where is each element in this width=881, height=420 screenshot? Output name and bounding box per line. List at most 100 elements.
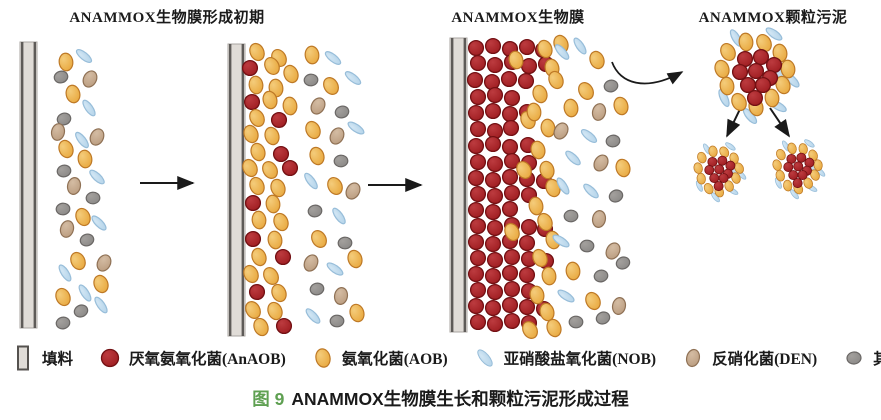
den-particle	[605, 242, 621, 260]
anaob-particle	[467, 297, 485, 315]
anaob-particle	[486, 56, 504, 74]
nob-particle	[58, 264, 72, 282]
anaob-particle	[467, 104, 485, 122]
anaob-particle	[520, 57, 538, 75]
legend: 填料 厌氧氨氧化菌(AnAOB) 氨氧化菌(AOB) 亚硝酸盐氧化菌(NOB) 反硝化菌…	[10, 340, 881, 376]
nob-particle	[94, 296, 108, 314]
aob-particle	[309, 146, 325, 166]
aob-particle	[77, 149, 93, 169]
aob-particle	[585, 291, 601, 311]
aob-particle	[242, 158, 258, 178]
aob-particle	[537, 212, 553, 232]
anaob-particle	[501, 138, 519, 156]
den-particle	[66, 177, 82, 195]
aob-particle	[249, 42, 265, 62]
anaob-particle	[501, 296, 519, 314]
aob-particle	[271, 283, 287, 303]
anaob-particle	[244, 194, 262, 212]
den-particle	[50, 123, 66, 141]
anaob-particle	[484, 102, 502, 120]
anaob-particle	[469, 120, 487, 138]
oth-particle	[55, 316, 71, 330]
oth-particle	[329, 314, 345, 328]
anaob-particle	[747, 62, 765, 80]
anaob-particle	[518, 298, 536, 316]
legend-item-nob: 亚硝酸盐氧化菌(NOB)	[472, 344, 656, 372]
nob-particle	[556, 177, 570, 195]
anaob-particle	[469, 281, 487, 299]
oth-particle	[73, 304, 89, 318]
nob-particle	[344, 71, 362, 85]
stage-title-biofilm: ANAMMOX生物膜	[451, 10, 585, 26]
nob-particle	[580, 128, 598, 144]
anaob-particle	[793, 161, 804, 172]
den-particle	[310, 97, 326, 115]
aob-particle	[508, 50, 524, 70]
aob-particle	[58, 52, 74, 72]
aob-particle	[808, 149, 818, 161]
oth-particle	[334, 105, 350, 119]
aob-particle	[323, 77, 339, 95]
figure-number: 图 9	[252, 389, 285, 409]
aob-particle	[548, 70, 564, 90]
aob-particle	[693, 162, 703, 174]
anaob-particle	[503, 248, 521, 266]
nob-particle	[695, 180, 703, 192]
flow-arrow	[726, 106, 742, 138]
aob-particle	[772, 159, 782, 171]
anaob-particle	[469, 54, 487, 72]
aob-particle	[526, 102, 542, 122]
legend-item-den: 反硝化菌(DEN)	[680, 344, 817, 372]
nob-particle	[725, 142, 736, 151]
anaob-particle	[243, 93, 261, 111]
aob-particle	[729, 152, 739, 164]
aob-particle	[65, 84, 81, 104]
oth-particle	[568, 315, 584, 329]
aob-particle	[589, 50, 605, 70]
nob-particle	[78, 284, 92, 302]
aob-particle	[783, 179, 793, 192]
carrier-bar	[227, 43, 246, 337]
anaob-particle	[486, 283, 504, 301]
aob-particle	[775, 75, 791, 95]
anaob-particle	[248, 283, 266, 301]
aob-particle	[541, 266, 557, 286]
anaob-particle	[500, 70, 518, 88]
anaob-particle	[486, 122, 504, 140]
den-particle	[333, 287, 349, 305]
aob-particle	[267, 230, 283, 250]
aob-particle	[810, 169, 820, 181]
aob-particle	[248, 75, 264, 95]
aob-particle	[731, 92, 747, 112]
granule-small-1	[693, 142, 747, 203]
den-particle	[82, 70, 98, 88]
anaob-particle	[792, 178, 803, 189]
anaob-legend-icon	[100, 348, 120, 368]
den-particle	[553, 122, 569, 140]
oth-particle	[309, 282, 325, 296]
oth-particle	[85, 191, 101, 205]
anaob-particle	[797, 170, 808, 181]
nob-particle	[75, 48, 93, 64]
aob-particle	[738, 32, 754, 52]
filler-legend-icon	[17, 345, 29, 371]
anaob-particle	[754, 76, 772, 94]
aob-legend-icon	[315, 348, 331, 368]
anaob-particle	[484, 203, 502, 221]
aob-particle	[615, 158, 631, 178]
nob-particle	[89, 169, 105, 185]
aob-particle	[93, 274, 109, 294]
aob-particle	[578, 82, 594, 100]
carrier-bar	[19, 41, 38, 329]
anaob-particle	[484, 299, 502, 317]
aob-particle	[731, 172, 741, 184]
aob-particle	[70, 251, 86, 271]
anaob-particle	[752, 48, 770, 66]
anaob-particle	[466, 71, 484, 89]
aob-particle	[540, 118, 556, 138]
anaob-particle	[484, 267, 502, 285]
legend-label-oth: 其他	[873, 351, 881, 368]
aob-particle	[249, 108, 265, 128]
aob-particle	[522, 321, 538, 339]
anaob-particle	[467, 169, 485, 187]
